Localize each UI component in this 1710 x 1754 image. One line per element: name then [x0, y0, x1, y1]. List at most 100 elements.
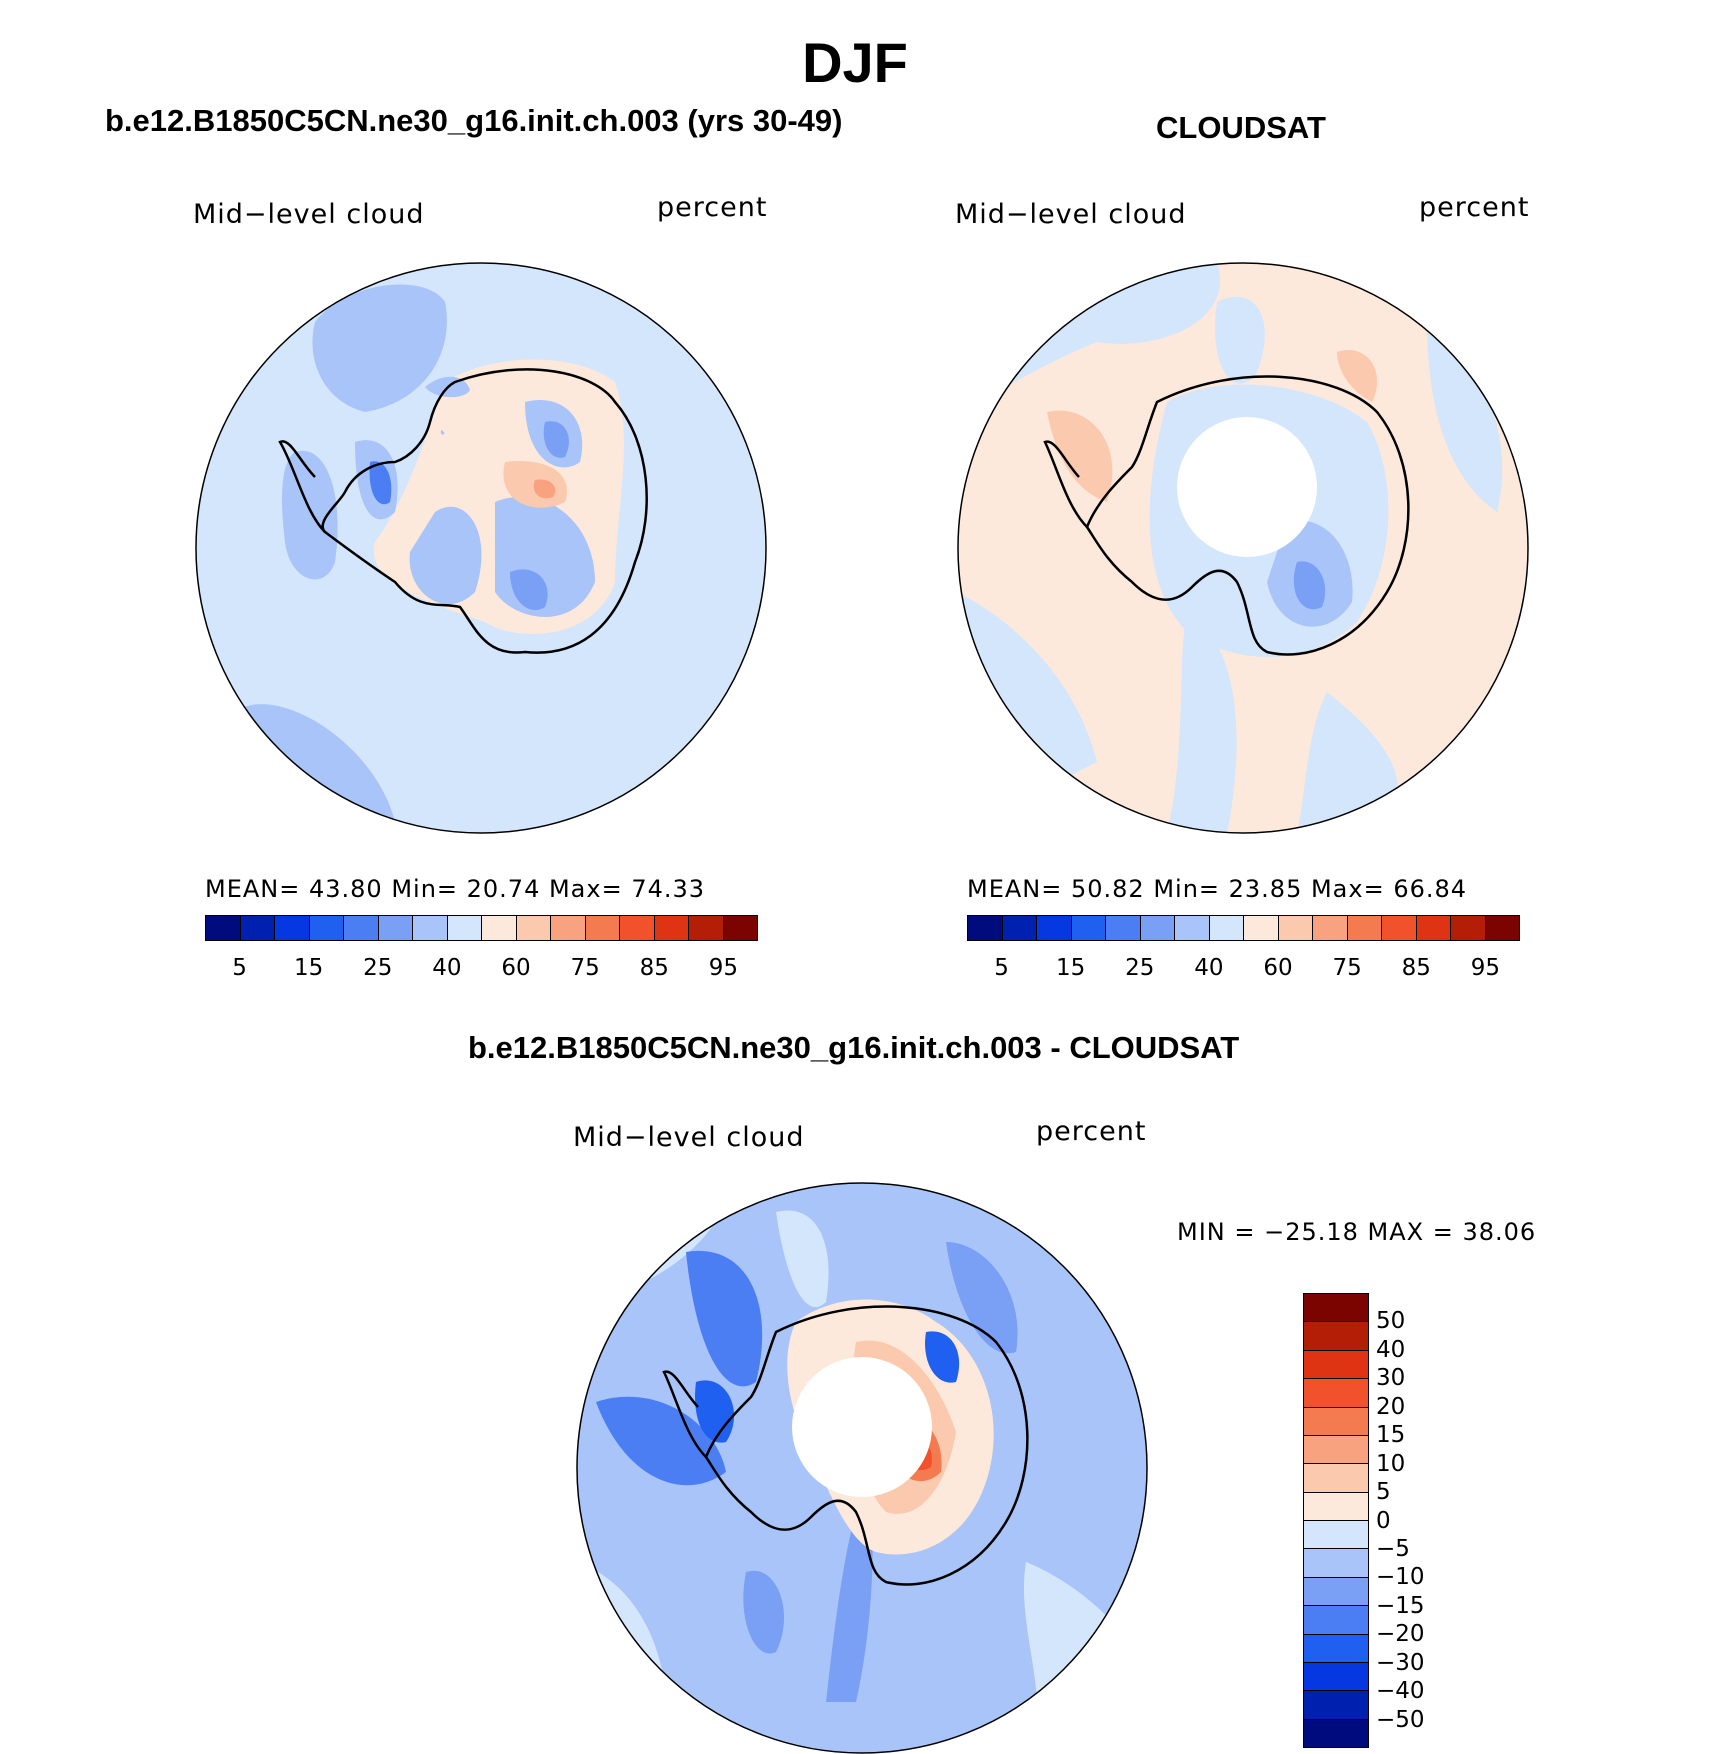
panel3-colorbar-tick-label: −5 — [1376, 1535, 1410, 1562]
panel1-colorbar — [205, 915, 758, 941]
panel2-region-north-east — [1427, 322, 1503, 512]
panel1-colorbar-box — [689, 916, 724, 940]
panel2-colorbar-box — [1002, 916, 1037, 940]
panel3-colorbar-box — [1304, 1492, 1368, 1521]
panel1-colorbar-box — [516, 916, 551, 940]
panel2-missing-cap — [1177, 417, 1317, 557]
panel2-colorbar-box — [1106, 916, 1141, 940]
panel2-antarctica-coastline — [1085, 375, 1410, 656]
panel2-colorbar — [967, 915, 1520, 941]
panel2-peninsula-coastline — [1043, 440, 1088, 528]
panel2-stats: MEAN= 50.82 Min= 23.85 Max= 66.84 — [967, 875, 1468, 903]
panel1-title: b.e12.B1850C5CN.ne30_g16.init.ch.003 (yr… — [105, 103, 843, 138]
panel2-colorbar-tick-label: 15 — [1056, 955, 1086, 981]
panel2-colorbar-tick-label: 85 — [1401, 955, 1431, 981]
panel1-stats: MEAN= 43.80 Min= 20.74 Max= 74.33 — [205, 875, 706, 903]
panel3-colorbar-tick-label: −30 — [1376, 1649, 1425, 1676]
panel1-colorbar-box — [240, 916, 275, 940]
panel3-variable-label: Mid−level cloud — [573, 1122, 805, 1153]
panel1-region-interior-spot — [441, 430, 445, 435]
panel1-colorbar-box — [585, 916, 620, 940]
panel2-colorbar-box — [1071, 916, 1106, 940]
panel2-colorbar-box — [1416, 916, 1451, 940]
panel2-region-peninsula-max — [1047, 410, 1113, 502]
panel1-colorbar-box — [620, 916, 655, 940]
panel2-region-north-east-max — [1337, 350, 1378, 402]
panel1-region-amery-min — [543, 421, 569, 458]
panel2-colorbar-box — [1140, 916, 1175, 940]
panel2-colorbar-box — [1175, 916, 1210, 940]
panel2-colorbar-box — [968, 916, 1003, 940]
panel1-map — [195, 262, 767, 834]
panel3-colorbar-box — [1304, 1407, 1368, 1436]
panel3-colorbar-box — [1304, 1521, 1368, 1550]
panel3-colorbar-tick-label: 50 — [1376, 1308, 1406, 1335]
panel3-peninsula-coastline — [662, 1370, 707, 1458]
panel2-colorbar-box — [1278, 916, 1313, 940]
panel1-variable-label: Mid−level cloud — [193, 199, 425, 230]
panel2-colorbar-box — [1037, 916, 1072, 940]
panel2-region-south-east — [1297, 692, 1398, 833]
panel1-colorbar-box — [654, 916, 689, 940]
panel3-colorbar-tick-label: 10 — [1376, 1450, 1406, 1477]
panel3-colorbar-box — [1304, 1549, 1368, 1578]
panel2-colorbar-box — [1382, 916, 1417, 940]
panel2-colorbar-tick-label: 75 — [1332, 955, 1362, 981]
panel2-colorbar-tick-label: 5 — [994, 955, 1009, 981]
panel2-colorbar-tick-label: 25 — [1125, 955, 1155, 981]
panel2-colorbar-box — [1244, 916, 1279, 940]
panel3-antarctica-coastline — [704, 1305, 1029, 1586]
panel1-colorbar-box — [378, 916, 413, 940]
panel1-antarctica-coastline — [321, 368, 648, 654]
panel1-colorbar-box — [413, 916, 448, 940]
panel3-colorbar-tick-label: −10 — [1376, 1564, 1425, 1591]
panel3-region-south-negative — [743, 1570, 785, 1654]
panel1-colorbar-tick-label: 60 — [501, 955, 531, 981]
panel1-colorbar-box — [447, 916, 482, 940]
panel3-colorbar-box — [1304, 1435, 1368, 1465]
panel3-colorbar-box — [1304, 1662, 1368, 1692]
panel2-region-south-band — [1167, 612, 1237, 833]
panel2-colorbar-tick-label: 95 — [1470, 955, 1501, 981]
panel2-colorbar-ticks: 5 15 25 40 60 75 85 95 — [967, 955, 1520, 983]
panel1-colorbar-tick-label: 5 — [232, 955, 247, 981]
panel3-colorbar-tick-label: −15 — [1376, 1592, 1425, 1619]
panel3-map — [576, 1182, 1148, 1754]
panel3-colorbar-box — [1304, 1464, 1368, 1493]
panel3-colorbar-box — [1304, 1294, 1368, 1323]
panel3-missing-cap — [792, 1357, 932, 1497]
panel3-region-north-east-negative — [946, 1242, 1018, 1354]
panel1-units-label: percent — [657, 192, 768, 223]
panel1-region-east-min — [510, 569, 548, 611]
panel3-colorbar-ticks: 50 40 30 20 15 10 5 0 −5 −10 −15 −20 −30 −40 −50 — [1376, 1293, 1456, 1748]
panel3-stats: MIN = −25.18 MAX = 38.06 — [1177, 1218, 1537, 1246]
panel2-title: CLOUDSAT — [1156, 110, 1326, 145]
panel2-colorbar-box — [1451, 916, 1486, 940]
panel1-region-ronne-min — [369, 461, 392, 505]
panel2-region-east-min — [1293, 561, 1326, 610]
panel3-colorbar-box — [1304, 1577, 1368, 1607]
panel3-colorbar-box — [1304, 1322, 1368, 1351]
figure-title: DJF — [802, 31, 908, 94]
panel1-colorbar-box — [309, 916, 344, 940]
panel3-colorbar-box — [1304, 1350, 1368, 1380]
panel2-map — [957, 262, 1529, 834]
panel1-colorbar-box — [482, 916, 517, 940]
panel3-region-north-band-light — [776, 1210, 829, 1308]
panel3-colorbar-box — [1304, 1719, 1368, 1747]
panel2-colorbar-box — [1313, 916, 1348, 940]
panel1-colorbar-box — [551, 916, 586, 940]
panel1-colorbar-tick-label: 40 — [432, 955, 462, 981]
panel1-region-weddell — [282, 450, 338, 580]
panel2-colorbar-box — [1485, 916, 1519, 940]
panel3-colorbar-tick-label: 5 — [1376, 1479, 1391, 1506]
panel3-colorbar-box — [1304, 1634, 1368, 1663]
panel1-colorbar-ticks: 5 15 25 40 60 75 85 95 — [205, 955, 758, 983]
panel3-colorbar-tick-label: 0 — [1376, 1507, 1391, 1534]
panel1-colorbar-box — [206, 916, 241, 940]
panel3-colorbar — [1303, 1293, 1369, 1748]
panel3-units-label: percent — [1036, 1116, 1147, 1147]
panel3-title: b.e12.B1850C5CN.ne30_g16.init.ch.003 - C… — [468, 1030, 1240, 1065]
panel2-colorbar-tick-label: 40 — [1194, 955, 1224, 981]
panel1-colorbar-box — [344, 916, 379, 940]
